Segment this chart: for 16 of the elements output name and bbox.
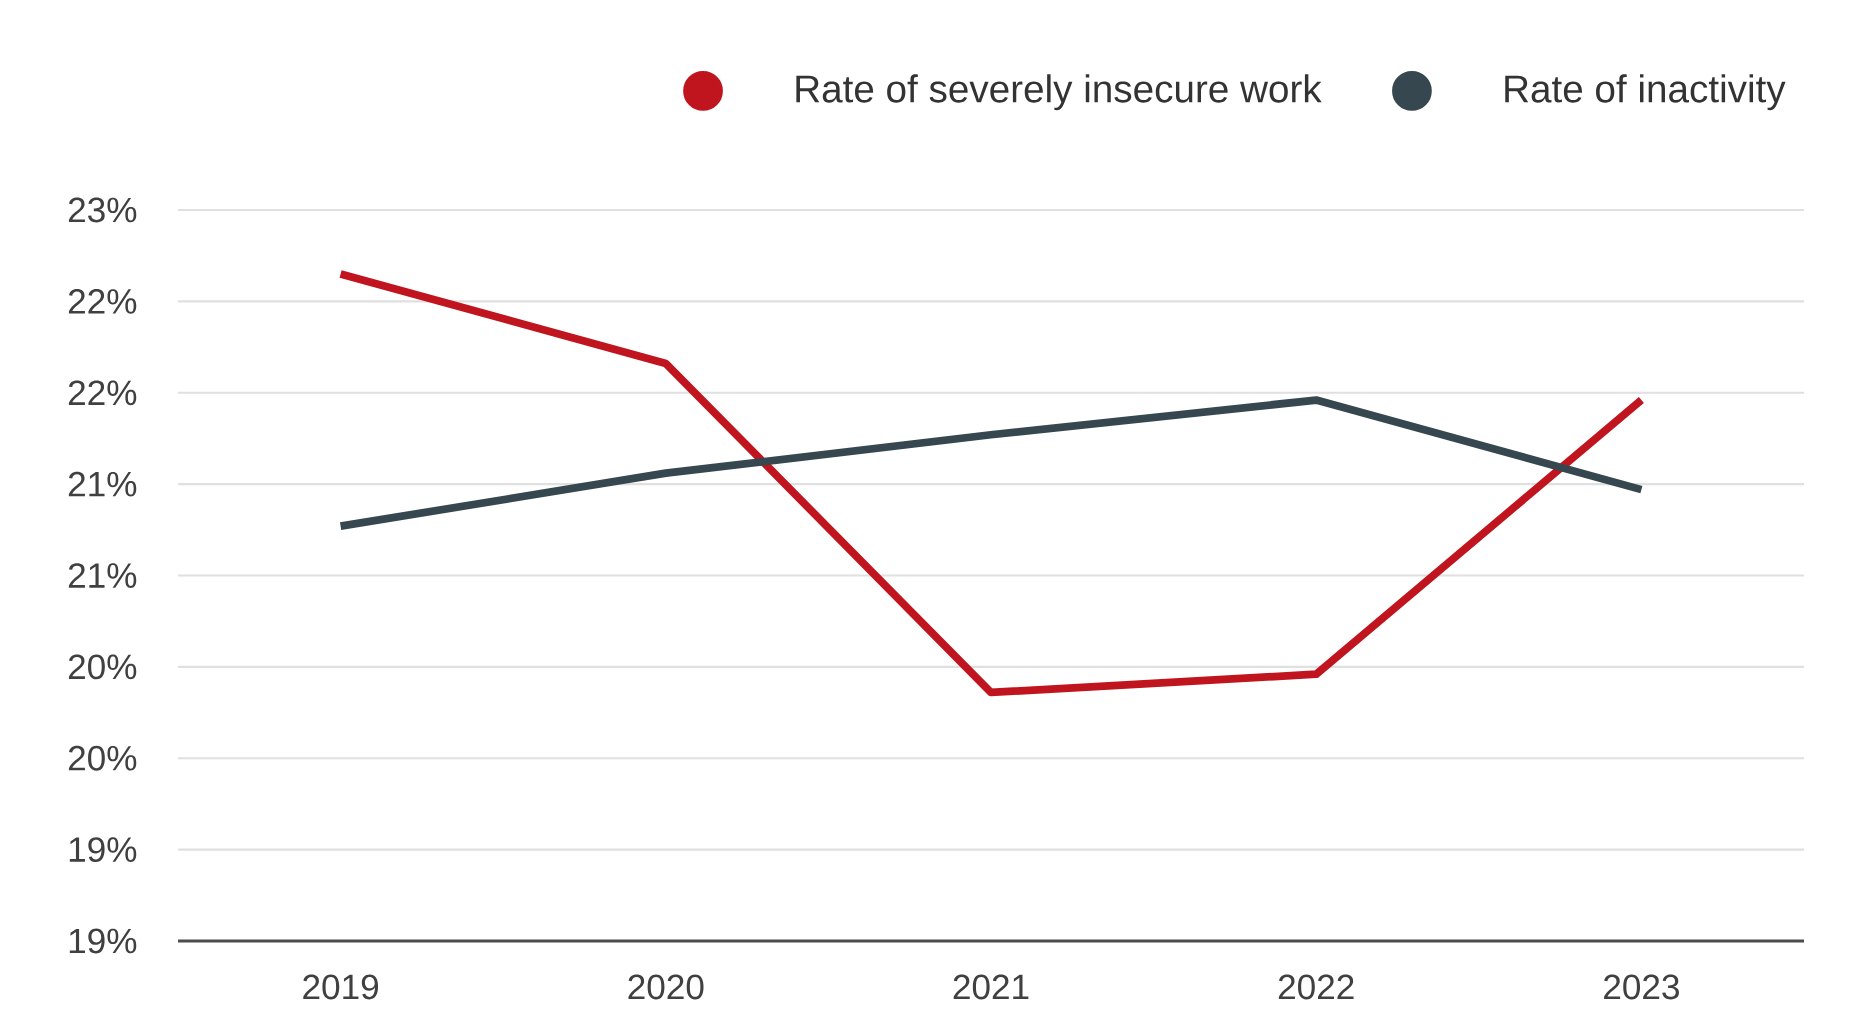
x-tick-label: 2021 <box>953 974 1029 1000</box>
x-tick-label: 2019 <box>303 974 379 1000</box>
y-tick-label: 21% <box>68 563 137 588</box>
y-tick-label: 20% <box>68 654 137 680</box>
y-tick-label: 23% <box>68 197 137 223</box>
legend-label: Rate of severely insecure work <box>796 74 1322 111</box>
y-tick-label: 22% <box>68 380 137 406</box>
y-tick-label: 19% <box>69 837 137 863</box>
y-tick-label: 20% <box>68 745 137 771</box>
x-tick-label: 2020 <box>628 974 704 1000</box>
y-tick-label: 21% <box>68 471 137 497</box>
legend-label: Rate of inactivity <box>1505 74 1786 111</box>
y-tick-label: 22% <box>68 289 137 314</box>
x-tick-label: 2023 <box>1604 974 1679 1000</box>
y-tick-label: 19% <box>69 928 137 954</box>
x-tick-label: 2022 <box>1278 974 1354 1000</box>
